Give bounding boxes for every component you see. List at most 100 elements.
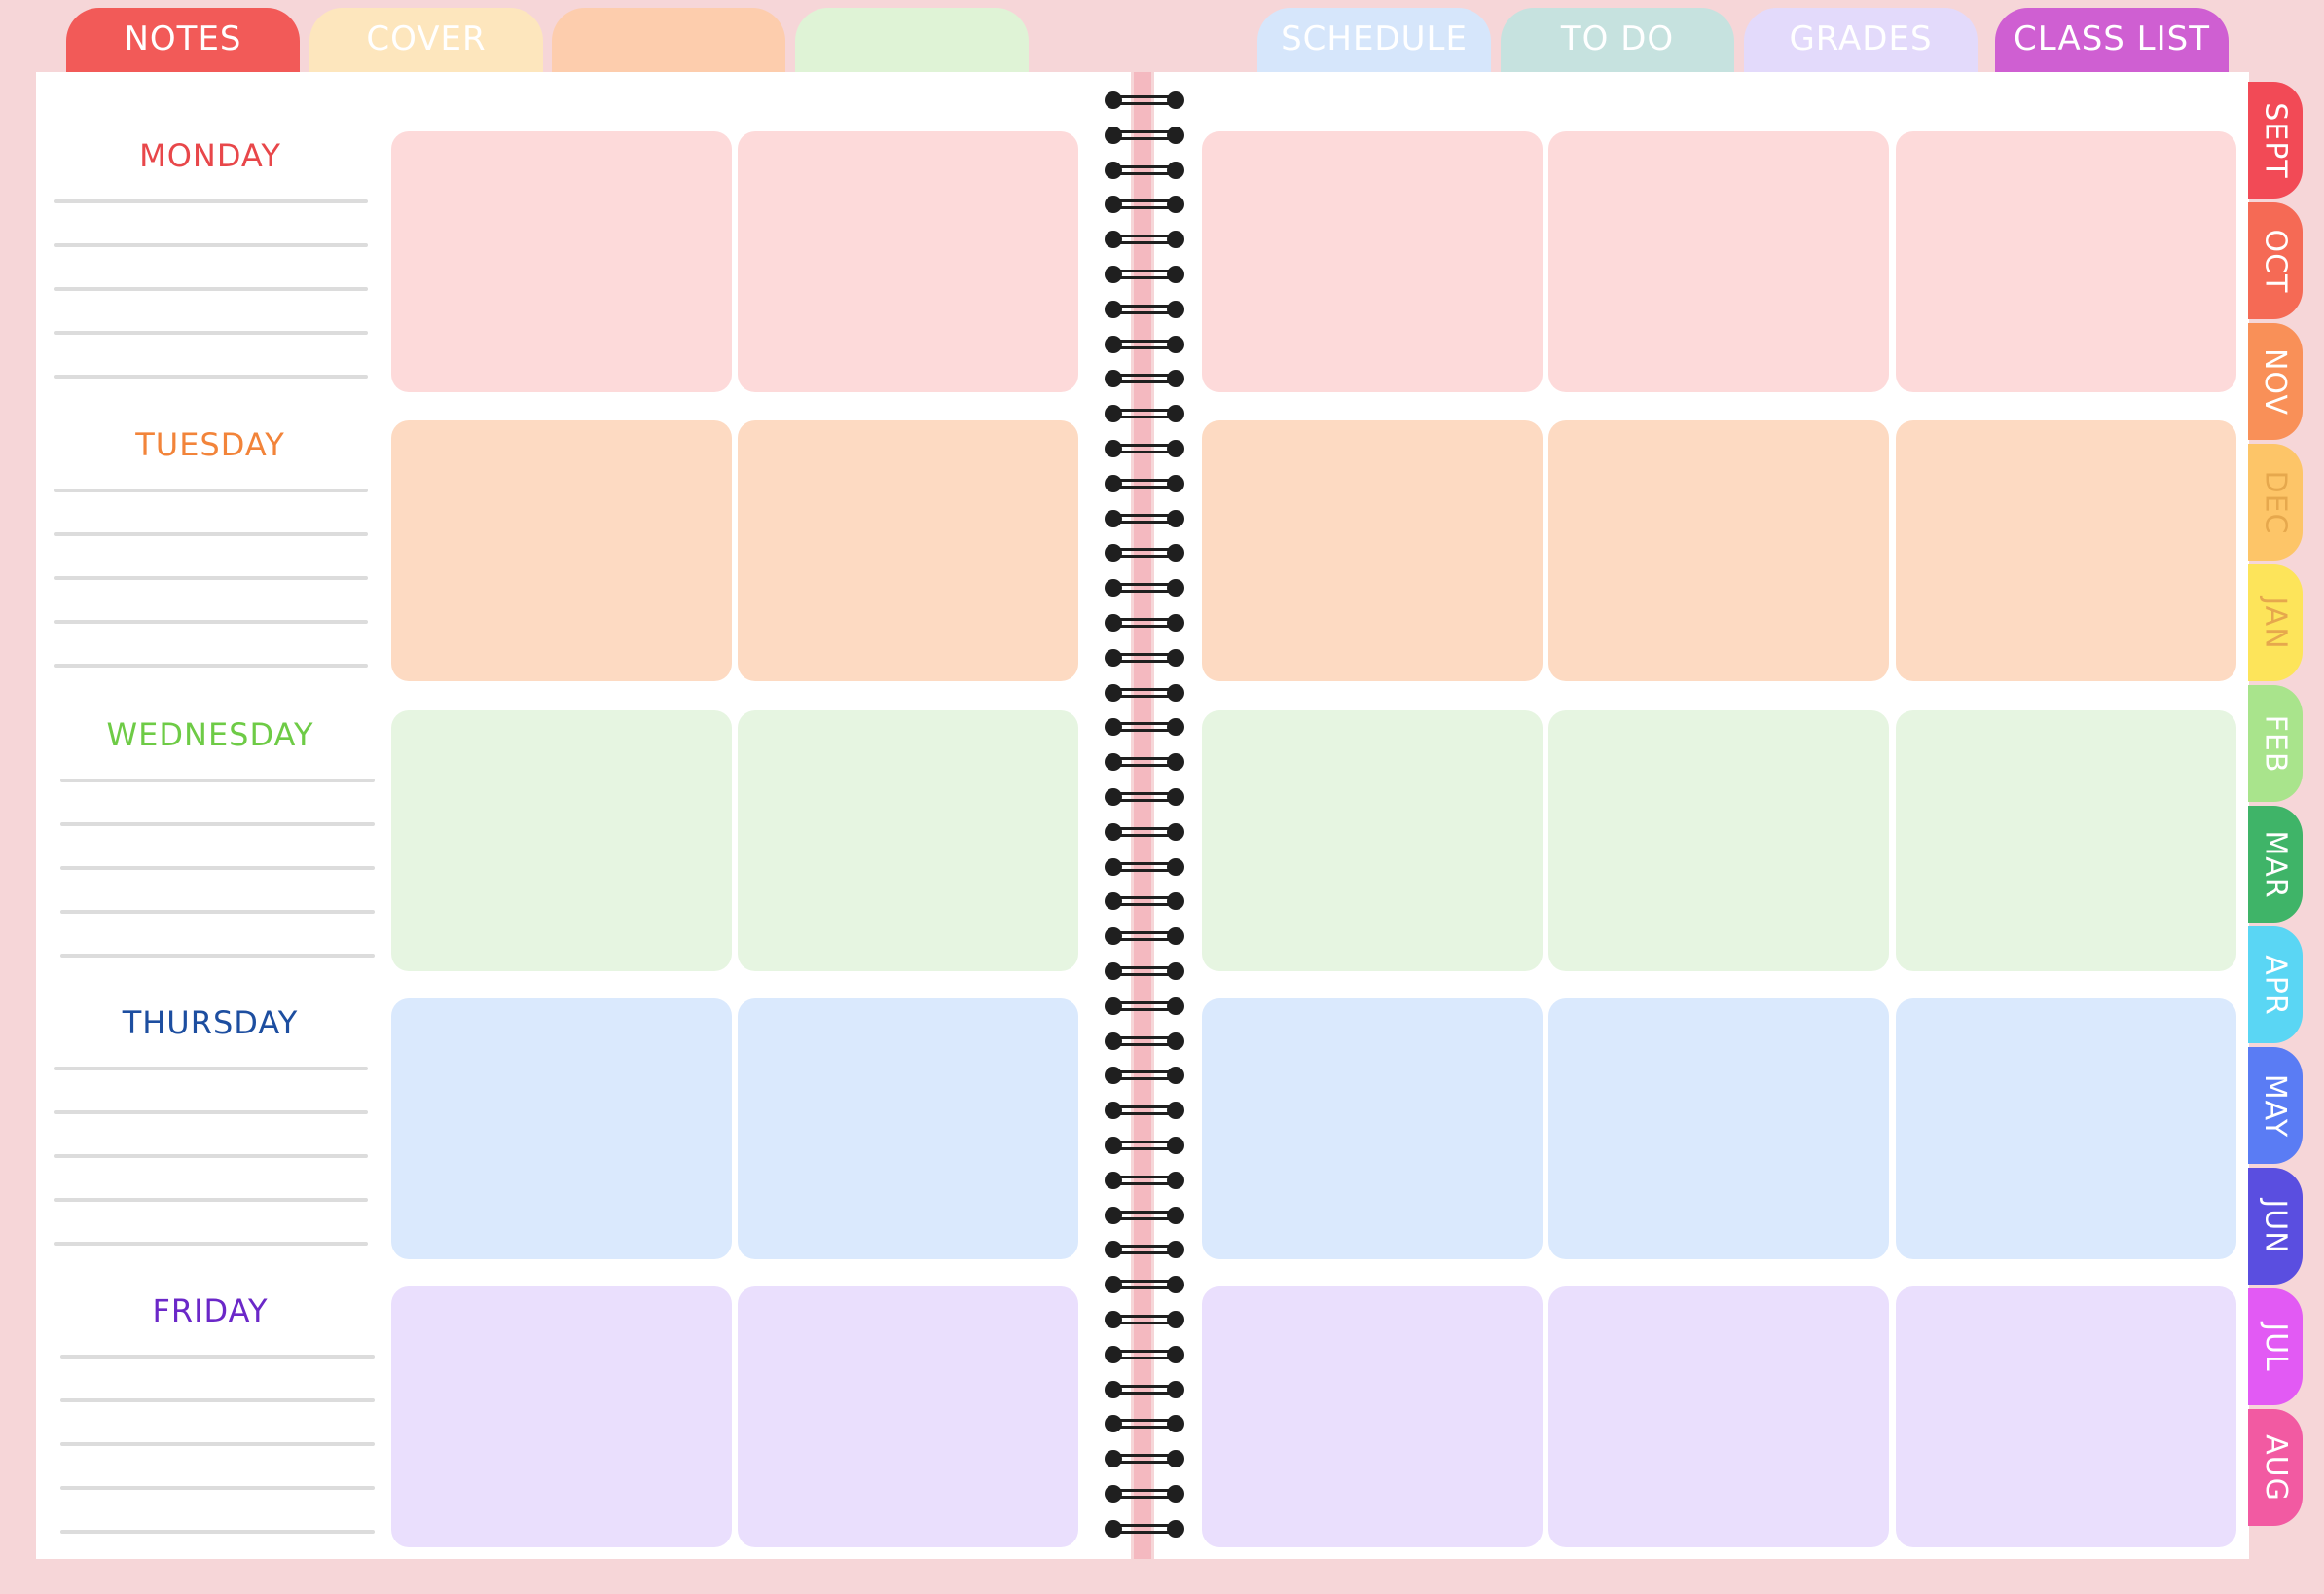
spiral-ring — [1105, 822, 1184, 841]
planner-cell[interactable] — [738, 998, 1078, 1259]
note-line — [54, 331, 368, 335]
note-line — [60, 1442, 375, 1446]
note-line — [54, 1242, 368, 1246]
spiral-ring — [1105, 683, 1184, 702]
spiral-ring — [1105, 1137, 1184, 1154]
planner-cell[interactable] — [1548, 131, 1889, 392]
note-line — [54, 1154, 368, 1158]
spiral-ring — [1105, 579, 1184, 598]
spiral-ring — [1105, 1241, 1184, 1259]
spiral-ring — [1105, 1450, 1184, 1468]
note-line — [54, 620, 368, 624]
top-tab-blank-2[interactable] — [552, 8, 785, 76]
spiral-ring — [1105, 892, 1184, 911]
month-tab-sept[interactable]: SEPT — [2248, 82, 2303, 199]
day-label-friday: FRIDAY — [152, 1292, 269, 1329]
spiral-ring — [1105, 788, 1184, 806]
spiral-ring — [1105, 648, 1184, 667]
planner-cell[interactable] — [391, 1286, 732, 1547]
spiral-ring — [1105, 1519, 1184, 1538]
planner-cell[interactable] — [1202, 1286, 1543, 1547]
planner-cell[interactable] — [1896, 420, 2236, 681]
note-line — [54, 375, 368, 379]
month-tab-label: FEB — [2258, 714, 2293, 773]
month-tab-may[interactable]: MAY — [2248, 1047, 2303, 1164]
month-tab-aug[interactable]: AUG — [2248, 1409, 2303, 1526]
planner-cell[interactable] — [1896, 131, 2236, 392]
spiral-ring — [1105, 335, 1184, 353]
planner-cell[interactable] — [1896, 1286, 2236, 1547]
planner-cell[interactable] — [391, 131, 732, 392]
note-line — [60, 822, 375, 826]
month-tab-oct[interactable]: OCT — [2248, 202, 2303, 319]
note-line — [60, 1398, 375, 1402]
month-tab-label: MAR — [2258, 829, 2293, 899]
planner-cell[interactable] — [1202, 710, 1543, 971]
top-tab-blank-3[interactable] — [795, 8, 1029, 76]
spiral-ring — [1105, 1415, 1184, 1433]
month-tab-label: NOV — [2258, 347, 2293, 416]
top-tab-schedule[interactable]: SCHEDULE — [1257, 8, 1491, 76]
month-tab-label: OCT — [2258, 229, 2293, 293]
spiral-ring — [1105, 962, 1184, 980]
planner-cell[interactable] — [391, 710, 732, 971]
spiral-ring — [1105, 1206, 1184, 1224]
planner-cell[interactable] — [738, 710, 1078, 971]
planner-cell[interactable] — [1896, 998, 2236, 1259]
month-tab-label: APR — [2258, 954, 2293, 1016]
top-tab-cover[interactable]: COVER — [309, 8, 543, 76]
spiral-ring — [1105, 927, 1184, 946]
note-line — [54, 664, 368, 668]
spiral-ring — [1105, 126, 1184, 144]
month-tab-dec[interactable]: DEC — [2248, 444, 2303, 561]
planner-cell[interactable] — [1548, 710, 1889, 971]
spiral-ring — [1105, 1311, 1184, 1328]
month-tab-jan[interactable]: JAN — [2248, 564, 2303, 681]
month-tab-jul[interactable]: JUL — [2248, 1288, 2303, 1405]
spiral-ring — [1105, 266, 1184, 283]
planner-cell[interactable] — [738, 131, 1078, 392]
note-line — [60, 1530, 375, 1534]
month-tab-label: AUG — [2258, 1433, 2293, 1502]
spiral-ring — [1105, 857, 1184, 876]
top-tab-class-list[interactable]: CLASS LIST — [1995, 8, 2229, 76]
planner-cell[interactable] — [1548, 998, 1889, 1259]
day-label-thursday: THURSDAY — [122, 1004, 299, 1041]
month-tab-nov[interactable]: NOV — [2248, 323, 2303, 440]
month-tab-feb[interactable]: FEB — [2248, 685, 2303, 802]
month-tab-mar[interactable]: MAR — [2248, 806, 2303, 923]
month-tab-jun[interactable]: JUN — [2248, 1168, 2303, 1285]
note-line — [60, 1355, 375, 1359]
top-tab-notes[interactable]: NOTES — [66, 8, 300, 76]
planner-cell[interactable] — [1202, 998, 1543, 1259]
planner-cell[interactable] — [391, 420, 732, 681]
planner-cell[interactable] — [1202, 420, 1543, 681]
planner-cell[interactable] — [738, 1286, 1078, 1547]
spiral-ring — [1105, 300, 1184, 318]
spiral-ring — [1105, 1102, 1184, 1120]
planner-cell[interactable] — [1896, 710, 2236, 971]
note-line — [54, 199, 368, 203]
planner-cell[interactable] — [391, 998, 732, 1259]
spiral-ring — [1105, 91, 1184, 109]
note-line — [54, 287, 368, 291]
spiral-ring — [1105, 196, 1184, 214]
spiral-ring — [1105, 1380, 1184, 1398]
spiral-ring — [1105, 718, 1184, 737]
spiral-ring — [1105, 509, 1184, 527]
spiral-ring — [1105, 996, 1184, 1015]
planner-cell[interactable] — [1202, 131, 1543, 392]
top-tab-grades[interactable]: GRADES — [1744, 8, 1978, 76]
note-line — [60, 866, 375, 870]
note-line — [60, 910, 375, 914]
planner-cell[interactable] — [738, 420, 1078, 681]
top-tab-to-do[interactable]: TO DO — [1501, 8, 1734, 76]
spiral-ring — [1105, 161, 1184, 179]
planner-cell[interactable] — [1548, 1286, 1889, 1547]
note-line — [54, 1067, 368, 1070]
month-tab-apr[interactable]: APR — [2248, 926, 2303, 1043]
day-label-tuesday: TUESDAY — [135, 426, 285, 463]
spine-line — [1134, 72, 1151, 1559]
spiral-ring — [1105, 1485, 1184, 1503]
planner-cell[interactable] — [1548, 420, 1889, 681]
